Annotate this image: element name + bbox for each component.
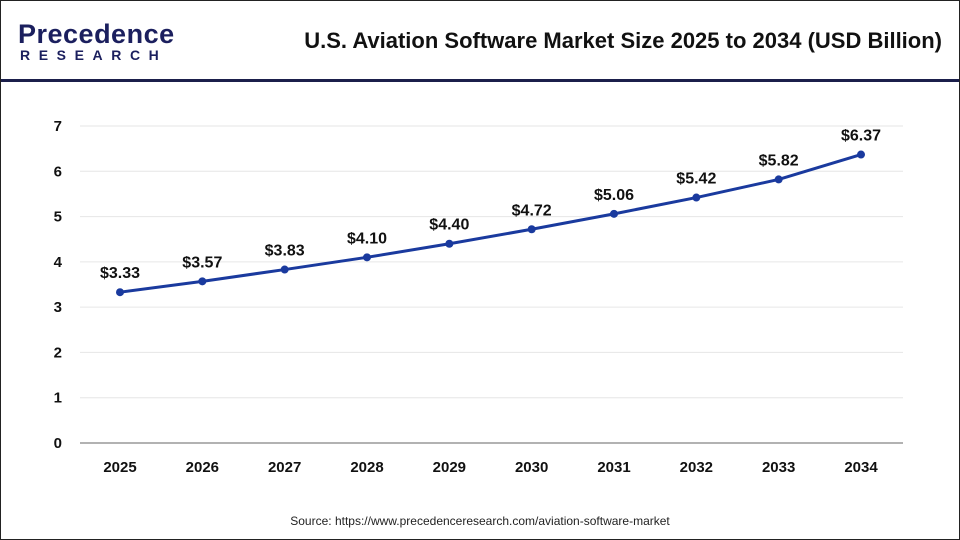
- logo-text-bottom: RESEARCH: [20, 47, 168, 63]
- x-tick-label: 2030: [515, 459, 548, 476]
- data-point: [198, 277, 207, 286]
- data-point: [692, 193, 701, 202]
- y-tick-label: 4: [54, 254, 63, 271]
- data-label: $3.33: [100, 265, 140, 282]
- y-tick-label: 0: [54, 435, 62, 452]
- y-tick-label: 1: [54, 390, 62, 407]
- x-tick-label: 2027: [268, 459, 301, 476]
- x-tick-label: 2031: [597, 459, 630, 476]
- header-divider: [1, 79, 959, 82]
- y-tick-label: 6: [54, 163, 62, 180]
- x-tick-label: 2025: [103, 459, 136, 476]
- data-label: $3.83: [265, 243, 305, 260]
- x-tick-label: 2033: [762, 459, 795, 476]
- data-label: $4.72: [512, 202, 552, 219]
- series-line: [119, 153, 862, 294]
- data-point: [527, 225, 536, 234]
- source-text: Source: https://www.precedenceresearch.c…: [290, 514, 670, 528]
- data-point: [857, 150, 865, 159]
- data-label: $3.57: [182, 254, 222, 271]
- data-label: $5.42: [676, 171, 716, 188]
- x-tick-label: 2034: [844, 459, 878, 476]
- chart-title: U.S. Aviation Software Market Size 2025 …: [304, 28, 942, 53]
- data-label: $5.06: [594, 187, 634, 204]
- logo-text-top: Precedence: [18, 19, 175, 49]
- logo: Precedence RESEARCH: [18, 20, 175, 62]
- data-point: [116, 288, 124, 297]
- data-point: [610, 209, 618, 218]
- x-tick-label: 2028: [350, 459, 383, 476]
- data-label: $6.37: [841, 128, 881, 145]
- x-tick-label: 2026: [186, 459, 219, 476]
- y-tick-label: 3: [54, 299, 62, 316]
- y-tick-label: 5: [54, 209, 62, 226]
- y-tick-label: 7: [54, 118, 62, 135]
- data-label: $4.40: [429, 217, 469, 234]
- data-point: [280, 265, 289, 274]
- data-label: $5.82: [759, 152, 799, 169]
- y-tick-label: 2: [54, 344, 62, 361]
- x-tick-label: 2029: [433, 459, 466, 476]
- data-point: [363, 253, 371, 262]
- data-point: [774, 175, 783, 184]
- data-point: [445, 239, 454, 248]
- data-label: $4.10: [347, 230, 387, 247]
- x-tick-label: 2032: [680, 459, 713, 476]
